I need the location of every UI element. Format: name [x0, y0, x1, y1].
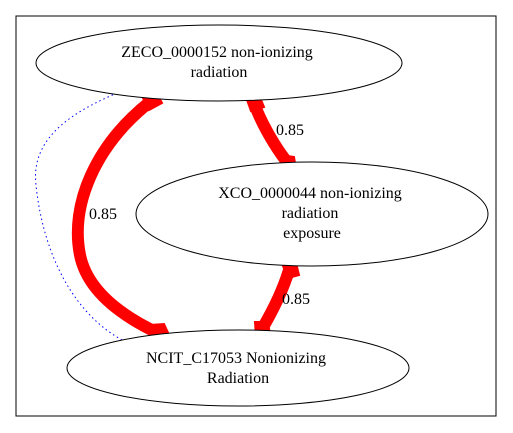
- svg-text:NCIT_C17053 Nonionizing: NCIT_C17053 Nonionizing Radiation: [146, 350, 330, 387]
- node-xco-label-line1: XCO_0000044 non-ionizing: [218, 185, 402, 202]
- node-ncit[interactable]: NCIT_C17053 Nonionizing Radiation: [66, 329, 410, 407]
- node-xco-label-line3: exposure: [283, 225, 341, 242]
- node-ncit-shape: [66, 329, 410, 407]
- node-ncit-label-line2: Radiation: [207, 370, 269, 387]
- edge-label-xco-ncit: 0.85: [282, 291, 310, 308]
- edge-zeco-ncit: [71, 95, 164, 339]
- node-xco-shape: [135, 161, 489, 267]
- node-xco-label-line2: radiation: [282, 205, 339, 222]
- svg-text:XCO_0000044 non-ionizing: XCO_0000044 non-ionizing radiation expos…: [218, 185, 406, 242]
- edge-label-zeco-ncit: 0.85: [89, 206, 117, 223]
- svg-text:ZECO_0000152 non-ionizing: ZECO_0000152 non-ionizing radiation: [121, 44, 317, 81]
- node-xco[interactable]: XCO_0000044 non-ionizing radiation expos…: [135, 161, 489, 267]
- node-zeco-label-line2: radiation: [191, 64, 248, 81]
- dotted-edge-zeco-ncit: [35, 92, 123, 341]
- node-ncit-label-line1: NCIT_C17053 Nonionizing: [146, 350, 326, 367]
- node-zeco-label-line1: ZECO_0000152 non-ionizing: [121, 44, 313, 61]
- node-zeco[interactable]: ZECO_0000152 non-ionizing radiation: [35, 24, 403, 102]
- edge-label-zeco-xco: 0.85: [276, 122, 304, 139]
- node-zeco-shape: [35, 24, 403, 102]
